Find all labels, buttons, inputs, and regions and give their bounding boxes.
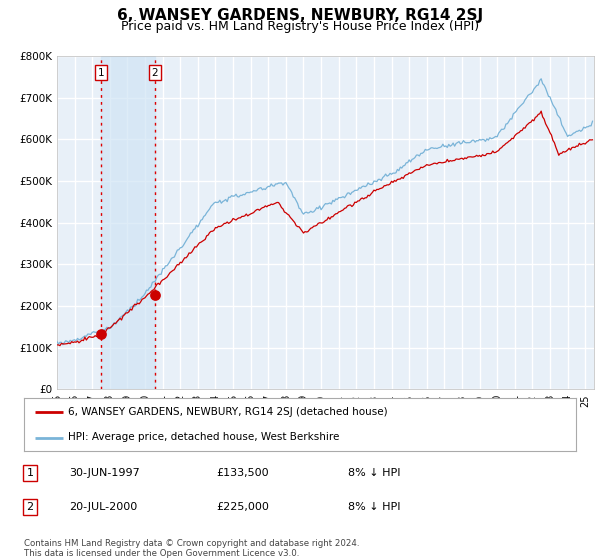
Text: 2: 2 xyxy=(151,68,158,78)
Text: 8% ↓ HPI: 8% ↓ HPI xyxy=(348,468,401,478)
Text: Price paid vs. HM Land Registry's House Price Index (HPI): Price paid vs. HM Land Registry's House … xyxy=(121,20,479,33)
Text: 6, WANSEY GARDENS, NEWBURY, RG14 2SJ (detached house): 6, WANSEY GARDENS, NEWBURY, RG14 2SJ (de… xyxy=(68,408,388,418)
Text: 1: 1 xyxy=(98,68,104,78)
Text: 2: 2 xyxy=(26,502,34,512)
Text: 8% ↓ HPI: 8% ↓ HPI xyxy=(348,502,401,512)
Text: 30-JUN-1997: 30-JUN-1997 xyxy=(69,468,140,478)
Text: 6, WANSEY GARDENS, NEWBURY, RG14 2SJ: 6, WANSEY GARDENS, NEWBURY, RG14 2SJ xyxy=(117,8,483,24)
Bar xyxy=(101,56,155,389)
Text: Contains HM Land Registry data © Crown copyright and database right 2024.
This d: Contains HM Land Registry data © Crown c… xyxy=(24,539,359,558)
Point xyxy=(96,329,106,338)
Text: HPI: Average price, detached house, West Berkshire: HPI: Average price, detached house, West… xyxy=(68,432,340,442)
Text: £225,000: £225,000 xyxy=(216,502,269,512)
Text: 20-JUL-2000: 20-JUL-2000 xyxy=(69,502,137,512)
Text: £133,500: £133,500 xyxy=(216,468,269,478)
Point xyxy=(150,291,160,300)
Text: 1: 1 xyxy=(26,468,34,478)
